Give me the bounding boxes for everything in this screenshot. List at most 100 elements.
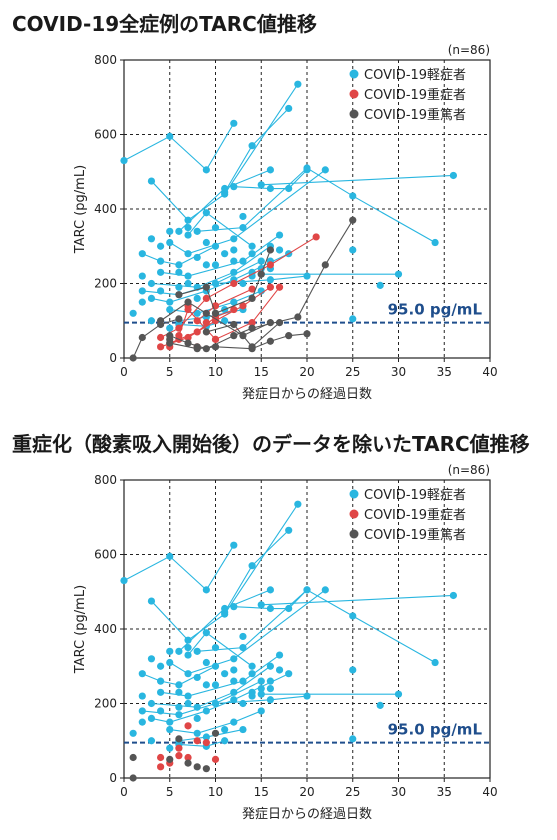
legend-marker [349,489,359,499]
data-point [138,718,146,726]
data-point [193,343,201,351]
data-point [157,763,165,771]
data-point [175,752,183,760]
data-point [321,261,329,269]
chart-2-title: 重症化（酸素吸入開始後）のデータを除いたTARC値推移 [12,432,530,456]
data-point [184,636,192,644]
y-tick-label: 800 [94,473,117,487]
data-point [248,294,256,302]
data-point [202,707,210,715]
data-point [147,279,156,288]
data-point [230,246,238,254]
data-point [221,184,229,193]
sample-size-note: (n=86) [448,463,490,477]
data-point [349,735,357,743]
data-point [202,765,210,773]
x-tick-label: 5 [166,365,174,379]
data-point [257,690,265,698]
y-axis-label: TARC (pg/mL) [73,165,88,254]
data-point [166,552,174,560]
data-point [257,601,265,609]
data-point [248,324,256,332]
data-point [303,330,311,338]
x-tick-label: 20 [299,785,314,799]
data-point [239,302,247,310]
data-point [230,332,238,340]
grid-lines [124,480,490,778]
data-point [184,224,192,232]
data-point [202,209,210,217]
data-point [211,279,220,288]
data-point [275,319,284,327]
x-tick-label: 0 [120,785,128,799]
data-point [147,177,156,185]
data-point [211,662,220,670]
data-point [193,673,201,682]
legend-label: COVID-19重篤者 [364,527,466,543]
data-point [157,343,165,351]
data-point [221,604,229,613]
data-point [175,227,183,235]
data-point [230,279,238,288]
x-tick-label: 30 [391,365,406,379]
data-point [193,227,201,235]
data-point [248,142,256,150]
data-point [184,753,192,762]
x-tick-label: 15 [254,785,269,799]
data-point [230,696,238,704]
data-point [266,276,274,284]
data-point [147,737,156,745]
data-point [138,670,146,678]
data-point [175,681,183,689]
series-line [123,123,235,171]
data-point [202,586,210,594]
data-point [193,737,201,745]
data-point [230,541,238,549]
data-point [275,283,284,291]
legend-marker [349,529,359,539]
data-point [147,714,156,722]
data-point [303,164,311,172]
data-point [166,324,174,332]
data-point [294,80,302,88]
data-point [303,692,311,700]
data-point [184,339,192,347]
data-point [175,291,183,299]
data-point [175,261,183,269]
data-point [211,309,220,317]
series-line [160,654,280,697]
data-point [248,662,256,670]
data-point [193,328,201,336]
data-point [294,313,302,321]
data-point [184,272,192,280]
legend: COVID-19軽症者 COVID-19重症者 COVID-19重篤者 [349,488,466,543]
data-point [129,753,137,762]
data-point [202,345,210,353]
data-point [248,343,256,351]
data-point [221,670,229,678]
y-tick-label: 400 [94,622,117,636]
data-point [147,294,156,302]
data-point [211,699,220,708]
data-point [175,315,183,323]
data-point [211,755,220,763]
data-point [157,242,165,250]
data-point [184,759,192,767]
data-point [230,320,238,329]
data-point [431,658,439,667]
data-point [221,725,229,734]
data-point [312,233,320,241]
data-point [202,319,210,327]
data-point [202,283,210,291]
data-point [175,647,183,655]
data-point [166,718,174,726]
series-line [132,318,180,359]
data-point [449,591,457,600]
y-tick-label: 0 [109,771,117,785]
data-point [221,737,229,745]
x-tick-label: 40 [482,785,497,799]
data-point [193,309,201,317]
data-point [184,651,192,659]
data-point [184,670,192,678]
data-point [449,171,457,180]
